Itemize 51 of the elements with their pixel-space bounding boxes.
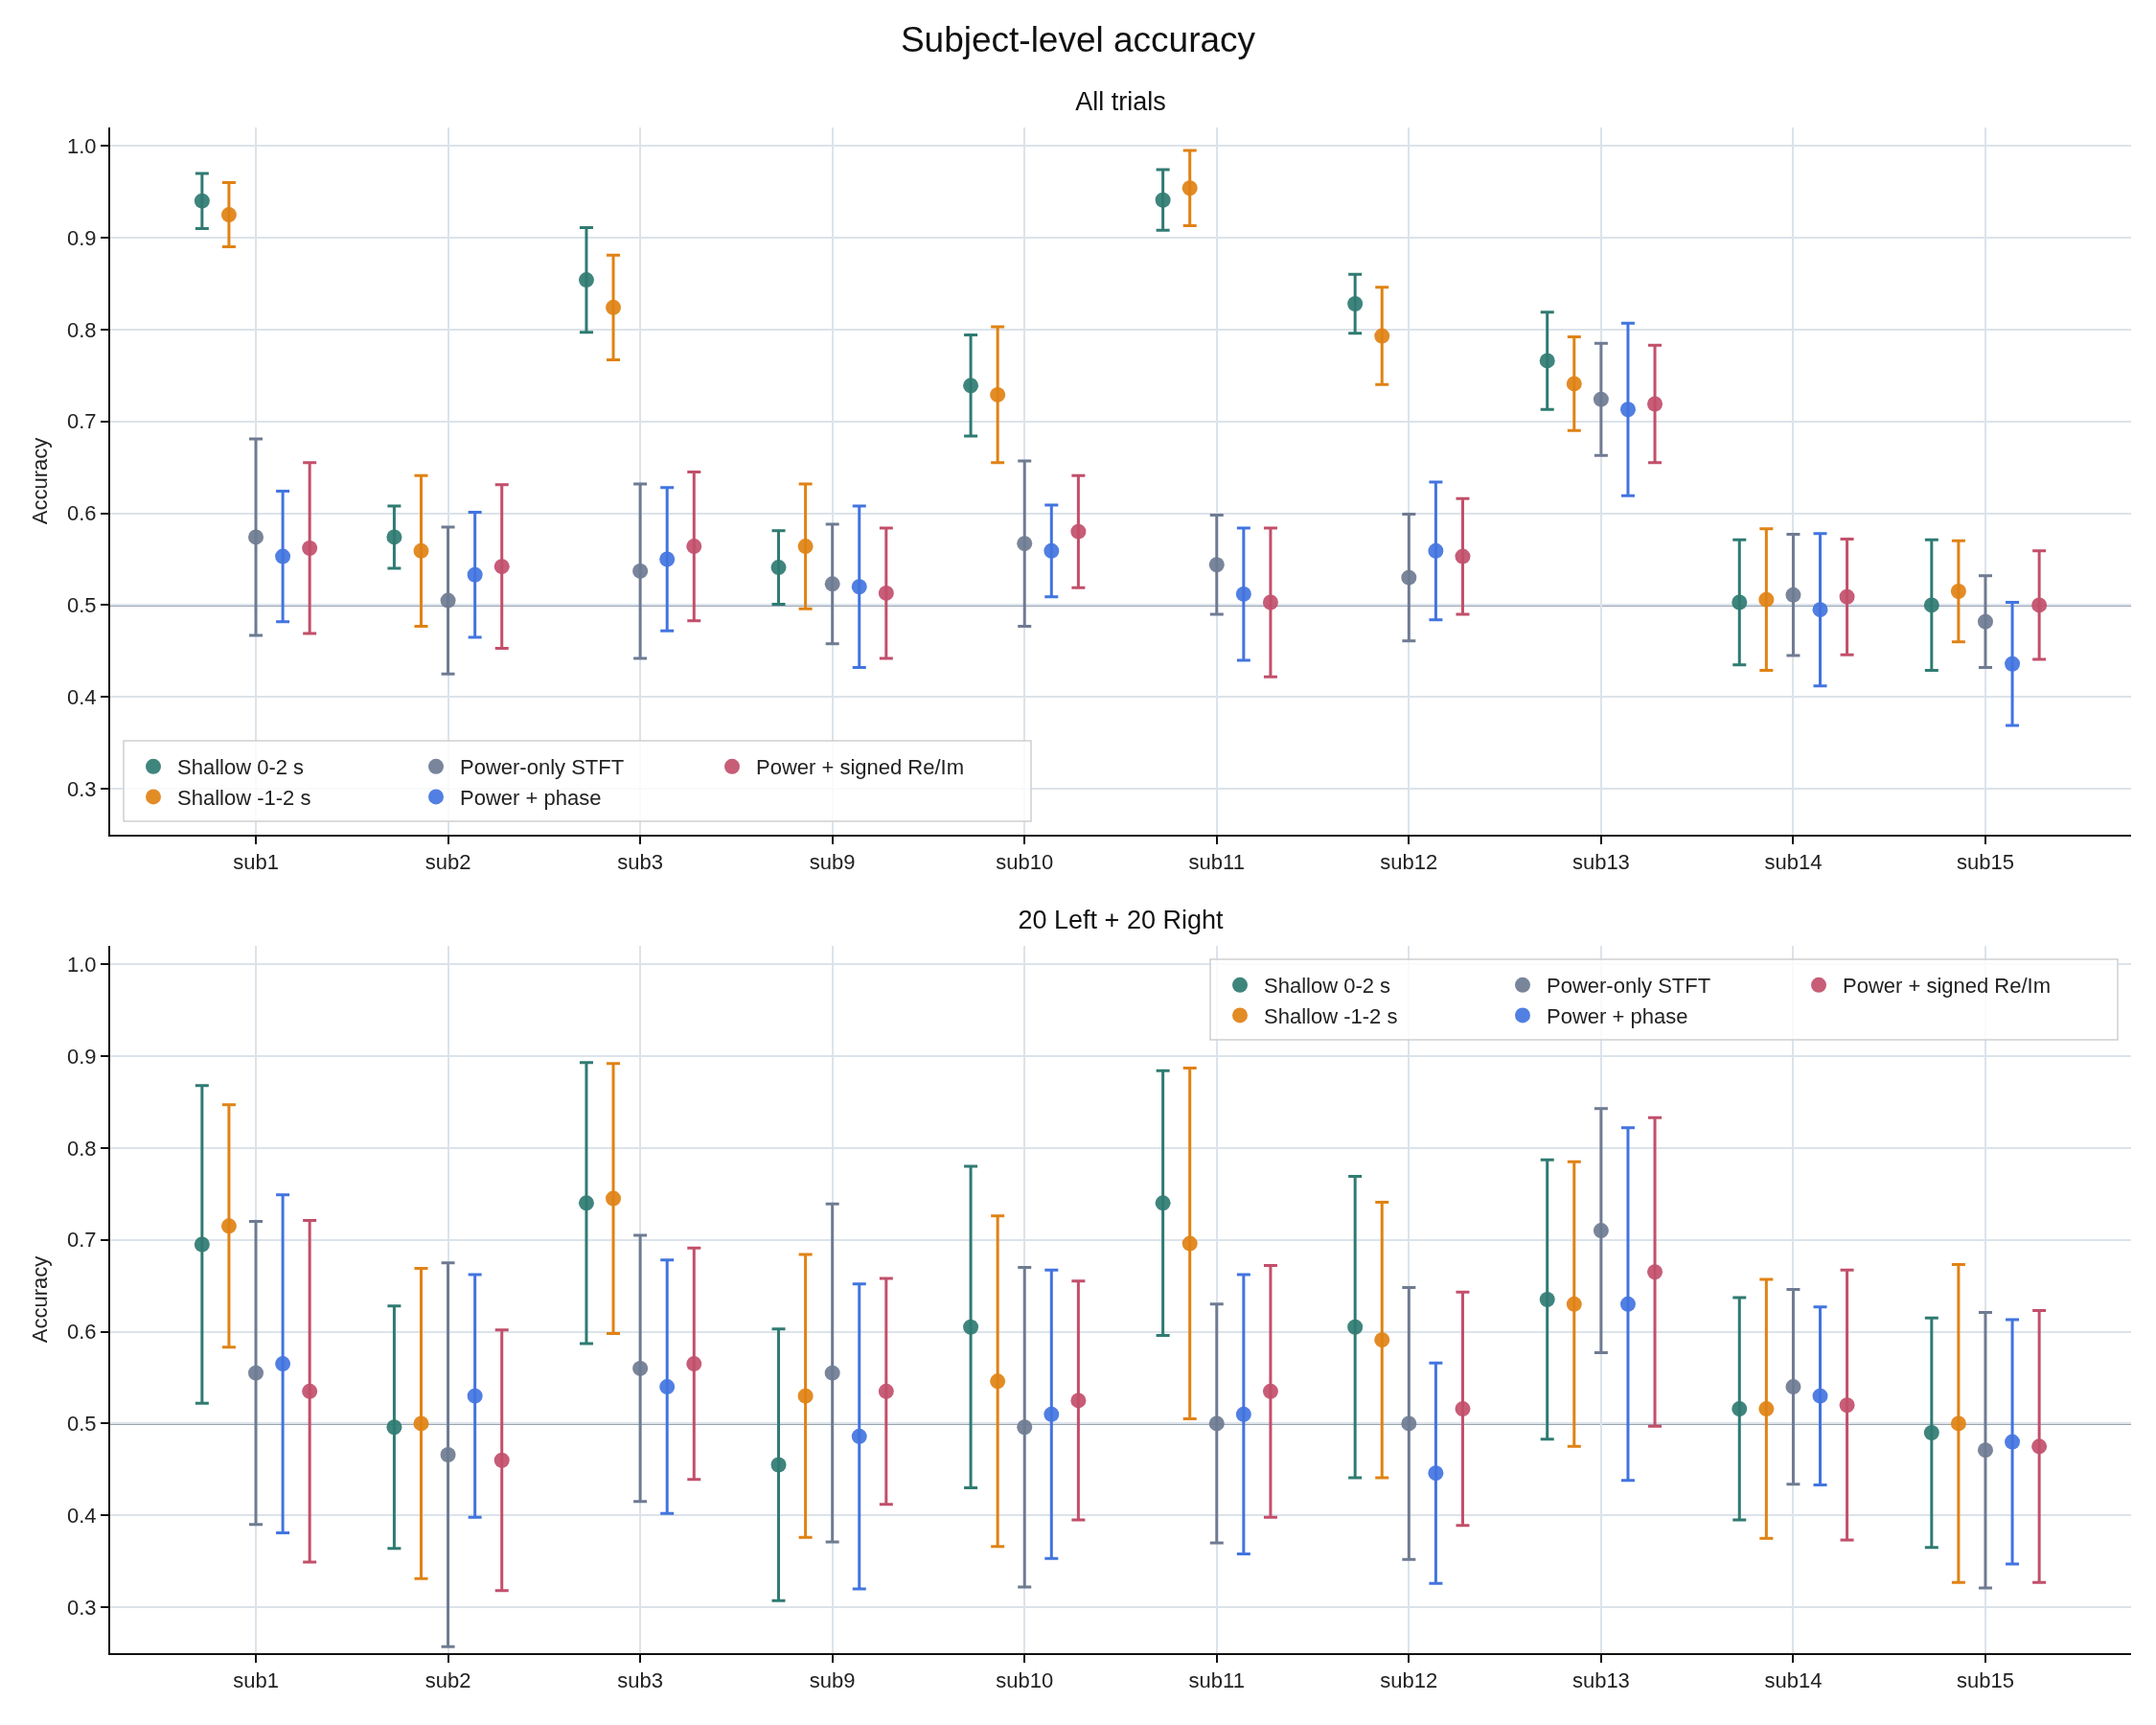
y-tick-label: 0.8 <box>67 1136 97 1161</box>
x-tick-label: sub14 <box>1764 850 1823 875</box>
y-tick-label: 0.5 <box>67 593 97 618</box>
x-tick-label: sub15 <box>1957 1668 2014 1693</box>
chart-subtitle: All trials <box>1075 87 1166 117</box>
y-tick-label: 1.0 <box>67 133 97 158</box>
legend-label: Shallow -1-2 s <box>177 785 311 810</box>
x-tick-label: sub10 <box>996 850 1054 875</box>
y-tick-label: 1.0 <box>67 952 97 977</box>
y-tick-label: 0.7 <box>67 409 97 434</box>
y-tick-label: 0.9 <box>67 1044 97 1069</box>
x-tick-label: sub1 <box>233 850 279 875</box>
y-axis-title: Accuracy <box>28 437 53 525</box>
y-tick-label: 0.8 <box>67 317 97 342</box>
legend-label: Shallow 0-2 s <box>1264 974 1391 999</box>
x-tick-label: sub2 <box>424 850 471 875</box>
y-tick-label: 0.4 <box>67 1503 97 1528</box>
y-tick-label: 0.7 <box>67 1228 97 1253</box>
y-tick-label: 0.6 <box>67 1320 97 1345</box>
x-tick-label: sub13 <box>1571 1668 1630 1693</box>
y-tick-label: 0.6 <box>67 501 97 526</box>
x-tick-label: sub1 <box>233 1668 279 1693</box>
x-tick-label: sub12 <box>1380 850 1438 875</box>
legend-label: Power + phase <box>460 785 602 810</box>
x-tick-label: sub3 <box>617 850 663 875</box>
y-tick-label: 0.5 <box>67 1412 97 1437</box>
y-tick-label: 0.4 <box>67 684 97 709</box>
legend-label: Power + phase <box>1547 1003 1688 1028</box>
x-tick-label: sub11 <box>1188 850 1245 875</box>
legend-label: Shallow 0-2 s <box>177 755 305 780</box>
x-tick-label: sub12 <box>1380 1668 1438 1693</box>
x-tick-label: sub14 <box>1764 1668 1823 1693</box>
chart-title: Subject-level accuracy <box>899 19 1257 61</box>
legend-label: Shallow -1-2 s <box>1264 1003 1398 1028</box>
legend-label: Power-only STFT <box>460 755 625 780</box>
x-tick-label: sub15 <box>1957 850 2014 875</box>
x-tick-label: sub9 <box>809 1668 856 1693</box>
y-tick-label: 0.3 <box>67 1595 97 1620</box>
x-tick-label: sub3 <box>617 1668 663 1693</box>
y-axis-title: Accuracy <box>28 1255 53 1344</box>
y-tick-label: 0.3 <box>67 776 97 801</box>
chart-title: 20 Left + 20 Right <box>1018 906 1224 935</box>
x-tick-label: sub2 <box>424 1668 471 1693</box>
x-tick-label: sub13 <box>1571 850 1630 875</box>
y-tick-label: 0.9 <box>67 225 97 250</box>
x-tick-label: sub9 <box>809 850 856 875</box>
x-tick-label: sub10 <box>996 1668 1054 1693</box>
x-tick-label: sub11 <box>1188 1668 1245 1693</box>
legend-label: Power + signed Re/Im <box>1843 974 2052 999</box>
legend-label: Power-only STFT <box>1547 974 1711 999</box>
legend-label: Power + signed Re/Im <box>756 755 965 780</box>
